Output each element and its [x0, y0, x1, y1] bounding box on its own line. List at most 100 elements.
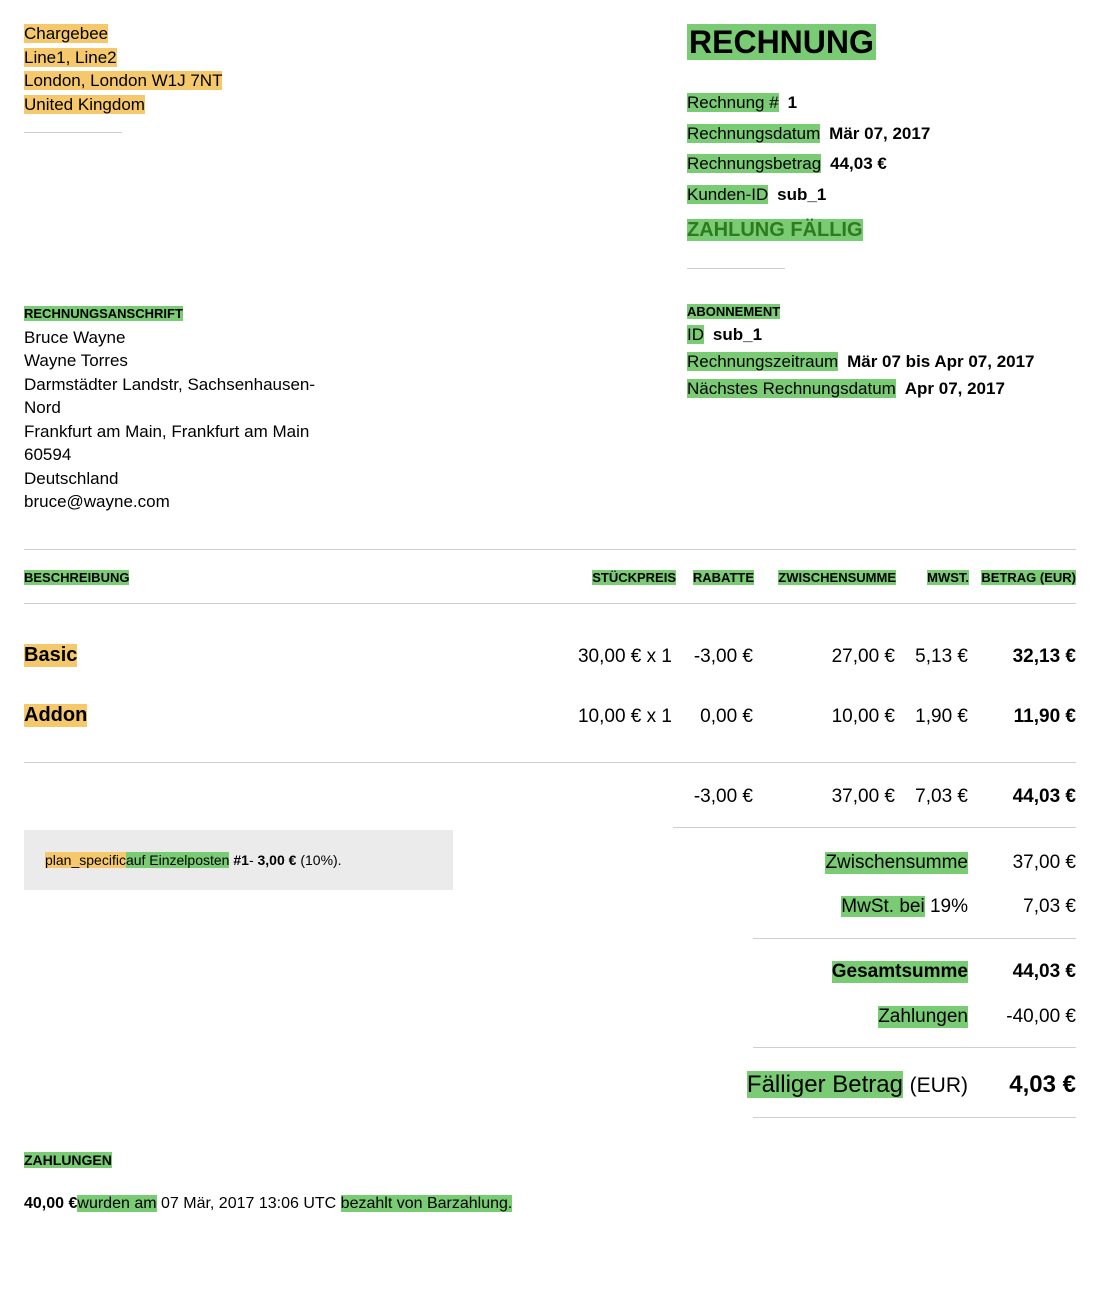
- invoice-amount-value: 44,03 €: [830, 154, 887, 173]
- status-badge: ZAHLUNG FÄLLIG: [687, 219, 863, 241]
- table-header: BESCHREIBUNG STÜCKPREIS RABATTE ZWISCHEN…: [0, 570, 1120, 590]
- due-currency: (EUR): [909, 1074, 968, 1097]
- invoice-number-label: Rechnung #: [687, 93, 779, 112]
- billing-email: bruce@wayne.com: [24, 492, 170, 511]
- billing-line: Bruce Wayne: [24, 327, 126, 347]
- row-amount: 11,90 €: [1013, 706, 1076, 727]
- discount-dash: -: [248, 852, 258, 868]
- seller-address: Chargebee Line1, Line2 London, London W1…: [24, 22, 223, 116]
- table-top-divider: [24, 549, 1076, 550]
- seller-line: Line1, Line2: [24, 47, 117, 67]
- billing-line: Wayne Torres: [24, 351, 128, 370]
- table-bottom-divider: [24, 762, 1076, 763]
- totals-amount: 44,03 €: [1012, 786, 1076, 807]
- discount-text: auf Einzelposten: [125, 852, 230, 868]
- invoice-amount-label: Rechnungsbetrag: [687, 154, 822, 173]
- subscription-id-label: ID: [687, 325, 704, 344]
- summary-amount-due: Fälliger Betrag (EUR) 4,03 €: [0, 1071, 1120, 1105]
- discount-code: plan_specific: [45, 852, 126, 868]
- row-tax: 1,90 €: [915, 706, 968, 727]
- summary-payments: Zahlungen -40,00 €: [0, 1006, 1120, 1032]
- discount-percent: (10%).: [300, 852, 342, 868]
- row-unit-price: 10,00 € x 1: [577, 706, 672, 727]
- row-amount: 32,13 €: [1012, 646, 1076, 667]
- invoice-title: RECHNUNG: [687, 24, 876, 60]
- row-subtotal: 27,00 €: [831, 646, 895, 667]
- due-label: Fälliger Betrag: [746, 1071, 903, 1098]
- seller-name: Chargebee: [24, 24, 109, 43]
- table-row: Addon 10,00 € x 1 0,00 € 10,00 € 1,90 € …: [0, 704, 1120, 732]
- subscription-id-value: sub_1: [712, 325, 763, 344]
- invoice-number-value: 1: [787, 93, 798, 112]
- due-label-group: Fälliger Betrag (EUR): [746, 1071, 968, 1099]
- discount-amount: 3,00 €: [257, 852, 297, 868]
- table-row: Basic 30,00 € x 1 -3,00 € 27,00 € 5,13 €…: [0, 644, 1120, 672]
- totals-tax: 7,03 €: [915, 786, 968, 807]
- divider: [753, 938, 1076, 939]
- billing-period-value: Mär 07 bis Apr 07, 2017: [847, 352, 1035, 371]
- col-description: BESCHREIBUNG: [24, 570, 130, 585]
- payment-entry: 40,00 €wurden am 07 Mär, 2017 13:06 UTC …: [24, 1195, 513, 1213]
- divider: [753, 1117, 1076, 1118]
- seller-country: United Kingdom: [24, 94, 145, 114]
- customer-id-value: sub_1: [777, 184, 827, 204]
- row-tax: 5,13 €: [915, 646, 968, 667]
- subscription-heading: ABONNEMENT: [687, 304, 781, 319]
- payments-heading: ZAHLUNGEN: [24, 1152, 112, 1168]
- row-description: Basic: [24, 644, 78, 667]
- tax-value: 7,03 €: [1023, 896, 1076, 917]
- divider: [753, 1047, 1076, 1048]
- tax-label-group: MwSt. bei 19%: [841, 896, 968, 918]
- totals-subtotal: 37,00 €: [831, 786, 895, 807]
- billing-line: 60594: [24, 445, 72, 464]
- divider: [687, 268, 785, 269]
- customer-id-label: Kunden-ID: [687, 184, 769, 204]
- next-billing-value: Apr 07, 2017: [904, 379, 1005, 398]
- row-unit-price: 30,00 € x 1: [577, 646, 672, 667]
- subtotal-value: 37,00 €: [1012, 852, 1076, 873]
- discount-note: plan_specificauf Einzelposten #1- 3,00 €…: [24, 830, 453, 890]
- billing-line: Darmstädter Landstr, Sachsenhausen-: [24, 374, 316, 394]
- payment-method: bezahlt von Barzahlung.: [340, 1195, 513, 1212]
- totals-discount: -3,00 €: [693, 786, 753, 807]
- row-description: Addon: [24, 704, 88, 727]
- invoice-fields: Rechnung # 1 Rechnungsdatum Mär 07, 2017…: [687, 93, 930, 215]
- table-totals-row: -3,00 € 37,00 € 7,03 € 44,03 €: [0, 786, 1120, 814]
- divider: [673, 827, 1076, 828]
- summary-tax: MwSt. bei 19% 7,03 €: [0, 896, 1120, 922]
- divider: [24, 132, 122, 133]
- total-label: Gesamtsumme: [831, 961, 968, 983]
- col-unit-price: STÜCKPREIS: [592, 570, 676, 585]
- col-discount: RABATTE: [692, 570, 754, 585]
- total-value: 44,03 €: [1012, 961, 1076, 982]
- billing-line: Nord: [24, 398, 61, 417]
- payment-text: wurden am: [77, 1195, 157, 1212]
- billing-period-label: Rechnungszeitraum: [687, 352, 839, 371]
- row-discount: -3,00 €: [693, 646, 753, 667]
- billing-line: Deutschland: [24, 468, 119, 488]
- subscription-block: ABONNEMENT ID sub_1 Rechnungszeitraum Mä…: [687, 302, 1035, 403]
- payment-amount: 40,00 €: [24, 1195, 78, 1212]
- payments-value: -40,00 €: [1006, 1006, 1076, 1027]
- payments-label: Zahlungen: [878, 1006, 968, 1028]
- col-amount: BETRAG (EUR): [981, 570, 1076, 585]
- row-discount: 0,00 €: [700, 706, 753, 727]
- row-subtotal: 10,00 €: [831, 706, 895, 727]
- discount-item: #1: [233, 852, 249, 868]
- billing-line: Frankfurt am Main, Frankfurt am Main: [24, 421, 310, 441]
- next-billing-label: Nächstes Rechnungsdatum: [687, 379, 896, 398]
- col-tax: MWST.: [927, 570, 969, 585]
- seller-city: London, London W1J 7NT: [24, 71, 223, 90]
- invoice-date-value: Mär 07, 2017: [829, 123, 931, 143]
- subtotal-label: Zwischensumme: [825, 852, 968, 874]
- table-header-divider: [24, 603, 1076, 604]
- tax-rate: 19%: [929, 896, 968, 917]
- tax-label: MwSt. bei: [841, 896, 925, 917]
- summary-subtotal: Zwischensumme 37,00 €: [0, 852, 1120, 878]
- due-value: 4,03 €: [1009, 1071, 1076, 1098]
- billing-heading: RECHNUNGSANSCHRIFT: [24, 306, 183, 321]
- billing-address: RECHNUNGSANSCHRIFT Bruce Wayne Wayne Tor…: [24, 302, 315, 514]
- invoice-date-label: Rechnungsdatum: [687, 123, 821, 143]
- summary-total: Gesamtsumme 44,03 €: [0, 961, 1120, 987]
- payment-date: 07 Mär, 2017 13:06 UTC: [161, 1195, 337, 1212]
